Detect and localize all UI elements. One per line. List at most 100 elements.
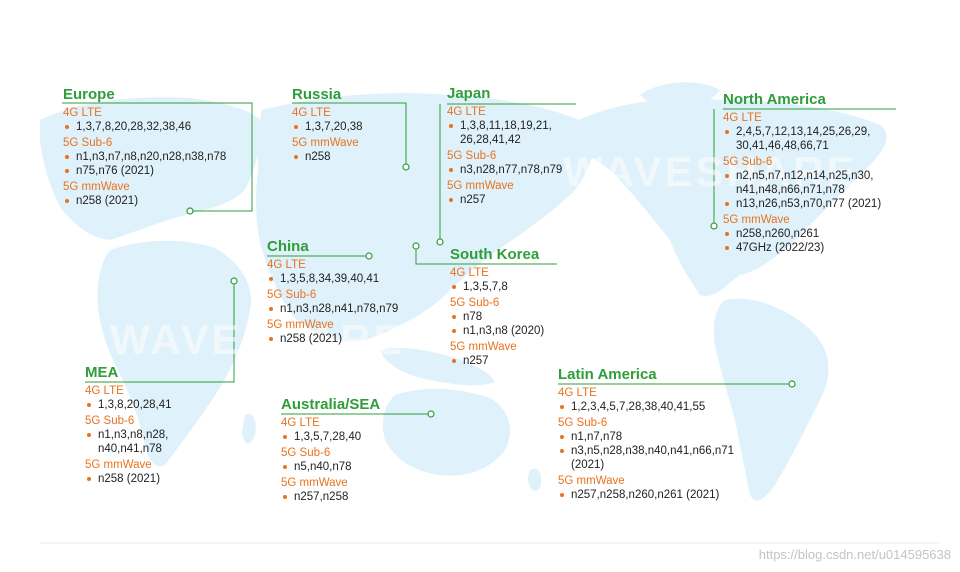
band-list-item: 1,3,7,20,38: [292, 120, 363, 134]
region-title: Russia: [292, 86, 342, 103]
band-list-item: n75,n76 (2021): [63, 164, 226, 178]
watermark: WAVESHARE: [110, 316, 405, 363]
region-title: Australia/SEA: [281, 396, 381, 413]
band-list-text: n257,n258: [294, 491, 349, 503]
band-category-label: 4G LTE: [450, 267, 489, 279]
continent-australia: [382, 388, 510, 476]
continent-asia: [256, 93, 595, 342]
bullet-icon: [560, 493, 564, 497]
band-list-item: n5,n40,n78: [281, 460, 380, 474]
bullet-icon: [269, 277, 273, 281]
band-category-label: 5G Sub-6: [267, 289, 317, 301]
band-list-item: 1,3,5,7,8: [450, 280, 544, 294]
leader-mea: [85, 282, 235, 383]
bullet-icon: [449, 124, 453, 128]
islands-sea: [380, 347, 495, 386]
band-list-item: n257: [447, 193, 562, 207]
bullet-icon: [452, 285, 456, 289]
bullet-icon: [452, 359, 456, 363]
band-category-label: 5G mmWave: [281, 477, 348, 489]
band-category-label: 4G LTE: [558, 387, 597, 399]
band-list-text: 26,28,41,42: [460, 134, 521, 146]
marker-russia: [402, 163, 410, 171]
bullet-icon: [452, 329, 456, 333]
bullet-icon: [725, 174, 729, 178]
leader-lines: [62, 102, 896, 415]
band-category-label: 5G Sub-6: [723, 156, 773, 168]
bullet-icon: [725, 130, 729, 134]
band-list-item: 1,3,5,7,28,40: [281, 430, 380, 444]
band-category-label: 5G mmWave: [267, 319, 334, 331]
band-list-item: n258 (2021): [85, 472, 172, 486]
band-category-label: 4G LTE: [447, 106, 486, 118]
band-list-text: n1,n3,n7,n8,n20,n28,n38,n78: [76, 151, 227, 163]
band-list-text: n258 (2021): [98, 473, 161, 485]
band-category-label: 4G LTE: [63, 107, 102, 119]
region-title: Japan: [447, 85, 491, 102]
band-category-label: 5G Sub-6: [85, 415, 135, 427]
band-list-item: 1,3,7,8,20,28,32,38,46: [63, 120, 226, 134]
band-list-text: n258,n260,n261: [736, 228, 820, 240]
band-category-label: 5G mmWave: [450, 341, 517, 353]
band-list-text: 1,3,7,20,38: [305, 121, 363, 133]
band-category-label: 5G Sub-6: [281, 447, 331, 459]
marker-mea: [230, 277, 238, 285]
bullet-icon: [283, 495, 287, 499]
region-china: China 4G LTE 1,3,5,8,34,39,40,41 5G Sub-6 n1…: [267, 238, 398, 346]
bullet-icon: [65, 169, 69, 173]
band-category-label: 4G LTE: [281, 417, 320, 429]
band-category-label: 4G LTE: [267, 259, 306, 271]
band-list-text: n1,n3,n8,n28,: [98, 429, 169, 441]
bullet-icon: [65, 199, 69, 203]
band-list-text: n2,n5,n7,n12,n14,n25,n30,: [736, 170, 874, 182]
bullet-icon: [87, 477, 91, 481]
band-list-item: 1,3,8,20,28,41: [85, 398, 172, 412]
band-category-label: 5G mmWave: [723, 214, 790, 226]
band-category-label: 5G Sub-6: [63, 137, 113, 149]
bullet-icon: [452, 315, 456, 319]
band-list-item: 30,41,46,48,66,71: [723, 139, 881, 153]
bullet-icon: [87, 403, 91, 407]
band-list-item: n78: [450, 310, 544, 324]
band-list-item: n1,n3,n28,n41,n78,n79: [267, 302, 398, 316]
band-list-item: n1,n7,n78: [558, 430, 734, 444]
band-list-text: n3,n28,n77,n78,n79: [460, 164, 563, 176]
band-list-item: n257,n258: [281, 490, 380, 504]
band-list-item: 26,28,41,42: [447, 133, 562, 147]
marker-europe: [186, 207, 194, 215]
leader-russia: [292, 102, 407, 167]
band-list-text: n258 (2021): [280, 333, 343, 345]
continent-africa: [97, 240, 251, 467]
band-list-text: 1,2,3,4,5,7,28,38,40,41,55: [571, 401, 706, 413]
region-title: Europe: [63, 86, 115, 103]
band-list-item: n13,n26,n53,n70,n77 (2021): [723, 197, 881, 211]
band-list-item: n258 (2021): [267, 332, 398, 346]
bullet-icon: [65, 125, 69, 129]
band-list-item: (2021): [558, 458, 734, 472]
leader-markers: [186, 163, 796, 418]
region-russia: Russia 4G LTE 1,3,7,20,38 5G mmWave n258: [292, 86, 363, 164]
band-list-text: 1,3,8,20,28,41: [98, 399, 172, 411]
continent-south-america: [713, 298, 829, 501]
band-list-item: n258: [292, 150, 363, 164]
bullet-icon: [560, 435, 564, 439]
band-list-text: 2,4,5,7,12,13,14,25,26,29,: [736, 126, 871, 138]
island-new-zealand: [528, 468, 542, 491]
bullet-icon: [725, 202, 729, 206]
marker-north-america: [710, 222, 718, 230]
band-list-text: 1,3,5,7,28,40: [294, 431, 362, 443]
band-list-text: n13,n26,n53,n70,n77 (2021): [736, 198, 882, 210]
region-title: South Korea: [450, 246, 540, 263]
continent-greenland: [640, 82, 720, 110]
band-list-item: n257,n258,n260,n261 (2021): [558, 488, 734, 502]
band-list-text: 1,3,5,7,8: [463, 281, 508, 293]
band-list-item: n257: [450, 354, 544, 368]
bullet-icon: [269, 307, 273, 311]
bullet-icon: [283, 465, 287, 469]
region-japan: Japan 4G LTE 1,3,8,11,18,19,21, 26,28,41,42…: [447, 85, 562, 207]
region-mea: MEA 4G LTE 1,3,8,20,28,41 5G Sub-6 n1,n3,n8,…: [85, 364, 172, 486]
band-list-text: n1,n3,n28,n41,n78,n79: [280, 303, 399, 315]
continent-europe: [40, 97, 262, 240]
